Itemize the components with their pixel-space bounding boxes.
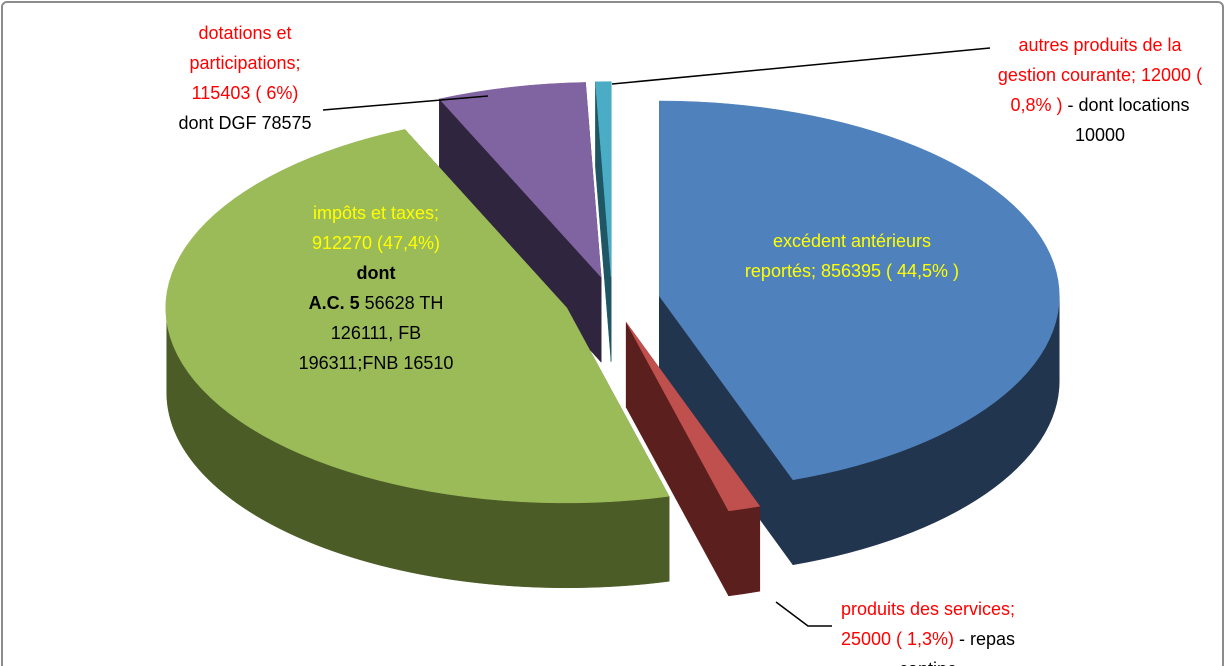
data-label: autres produits de la gestion courante; … xyxy=(995,30,1205,150)
label-detail: dont DGF 78575 xyxy=(178,113,312,133)
label-detail: 56628 TH 126111, FB 196311;FNB 16510 xyxy=(298,293,454,373)
label-detail: - dont locations 10000 xyxy=(1067,95,1190,145)
slice xyxy=(165,129,670,504)
slice xyxy=(438,82,602,278)
leader-line xyxy=(775,601,832,627)
slice xyxy=(625,322,761,512)
label-text: excédent antérieurs reportés; 856395 ( 4… xyxy=(744,231,960,281)
slice xyxy=(659,100,1060,481)
data-label: dotations et participations; 115403 ( 6%… xyxy=(160,18,330,138)
leader-line xyxy=(611,47,991,85)
label-text: impôts et taxes; 912270 (47,4%) xyxy=(311,203,441,253)
label-text: autres produits de la gestion courante; … xyxy=(997,35,1203,115)
slice-wall xyxy=(728,505,761,597)
label-detail: dont xyxy=(356,263,396,283)
slice xyxy=(595,81,612,277)
data-label: produits des services; 25000 ( 1,3%) - r… xyxy=(823,594,1033,666)
label-detail: A.C. 5 xyxy=(308,293,360,313)
label-text: produits des services; 25000 ( 1,3%) xyxy=(840,599,1016,649)
label-detail: - repas cantine xyxy=(899,629,1016,666)
data-label: impôts et taxes; 912270 (47,4%) dont A.C.… xyxy=(291,198,461,378)
leader-line xyxy=(322,95,489,111)
data-label: excédent antérieurs reportés; 856395 ( 4… xyxy=(742,226,962,286)
label-text: dotations et participations; 115403 ( 6%… xyxy=(189,23,301,103)
